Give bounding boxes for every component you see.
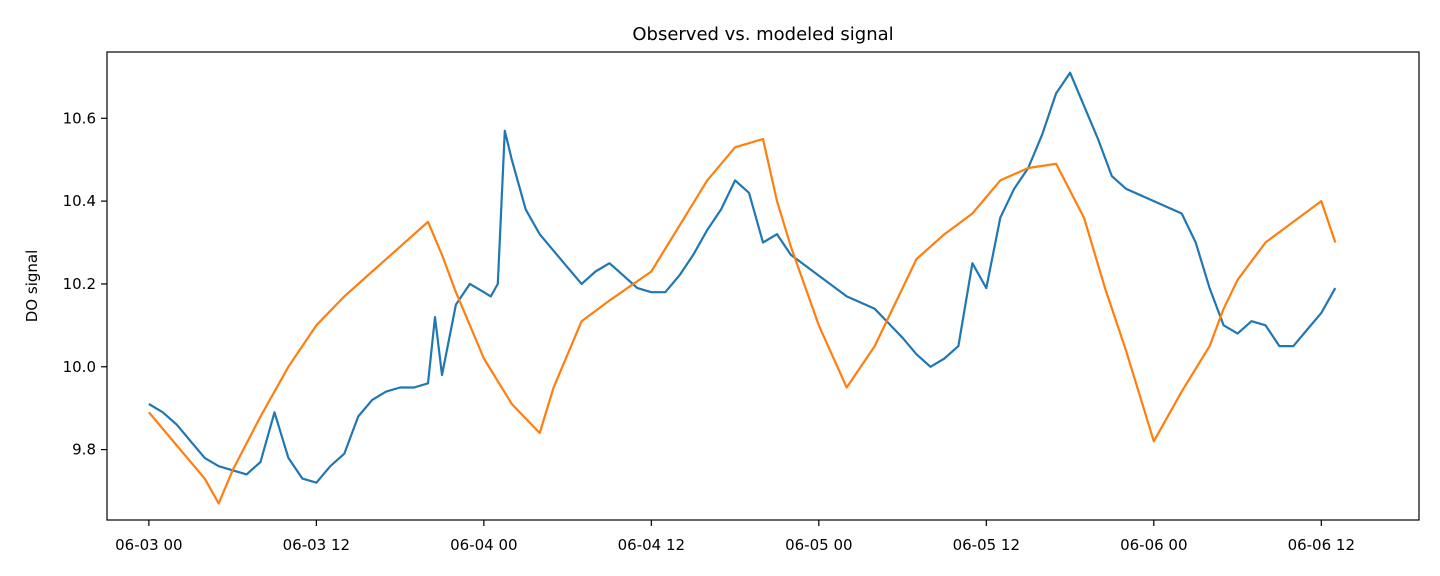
series-line-1 [148,71,1337,484]
y-tick-label: 10.2 [63,275,96,293]
y-axis-label: DO signal [23,250,41,323]
x-tick-label: 06-06 00 [1120,536,1187,554]
series-line-2 [148,137,1337,505]
y-tick-label: 10.0 [63,358,96,376]
x-tick-label: 06-03 00 [115,536,182,554]
x-tick-label: 06-05 00 [785,536,852,554]
x-tick-label: 06-06 12 [1288,536,1355,554]
x-tick-label: 06-04 00 [450,536,517,554]
x-tick-label: 06-03 12 [283,536,350,554]
x-axis: 06-03 00 06-03 12 06-04 00 06-04 12 06-05 00… [115,520,1355,554]
x-tick-label: 06-05 12 [953,536,1020,554]
y-tick-label: 10.4 [63,192,96,210]
y-tick-label: 10.6 [63,109,96,127]
series-layer [148,71,1337,505]
y-axis: 9.8 10.0 10.2 10.4 10.6 [63,109,107,459]
plot-frame [106,51,1420,521]
x-tick-label: 06-04 12 [618,536,685,554]
chart-title: Observed vs. modeled signal [632,24,893,45]
y-tick-label: 9.8 [72,441,96,459]
